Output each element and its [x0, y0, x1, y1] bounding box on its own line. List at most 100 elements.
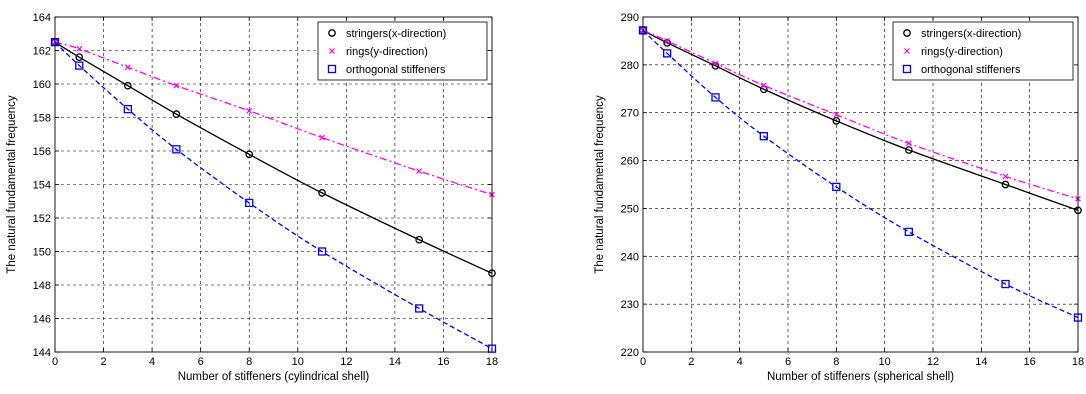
- y-tick-label: 160: [33, 79, 51, 91]
- y-tick-label: 240: [621, 251, 639, 263]
- y-tick-label: 230: [621, 299, 639, 311]
- data-point: [832, 182, 841, 192]
- x-tick-label: 10: [879, 356, 891, 368]
- y-tick-label: 150: [33, 247, 51, 259]
- data-point: [905, 140, 912, 147]
- data-point: [1001, 279, 1010, 289]
- data-point: [319, 134, 325, 141]
- series-line-2: [642, 29, 1079, 200]
- data-point: [415, 235, 424, 244]
- series-line-3: [54, 41, 493, 350]
- legend: stringers(x-direction) rings(y-direction)…: [892, 21, 1074, 81]
- x-tick-label: 0: [52, 356, 58, 368]
- y-tick-label: 162: [33, 46, 51, 58]
- data-point: [245, 150, 254, 159]
- data-point: [415, 304, 424, 313]
- x-tick-label: 2: [100, 356, 106, 368]
- y-tick-label: 144: [33, 347, 51, 359]
- data-point: [833, 111, 840, 118]
- y-tick-label: 280: [621, 60, 639, 72]
- data-point: [75, 61, 84, 70]
- x-axis-label: Number of stiffeners (spherical shell): [767, 371, 954, 383]
- x-tick-label: 12: [927, 356, 939, 368]
- data-point: [173, 82, 180, 89]
- x-tick-label: 8: [246, 356, 252, 368]
- y-axis-label: The natural fundamental frequency: [594, 95, 606, 274]
- x-tick-label: 4: [149, 356, 155, 368]
- legend-marker: [328, 29, 336, 37]
- y-tick-label: 152: [33, 213, 51, 225]
- x-tick-label: 4: [737, 356, 743, 368]
- legend: stringers(x-direction) rings(y-direction)…: [317, 21, 488, 81]
- y-tick-label: 220: [621, 347, 639, 359]
- y-tick-label: 158: [33, 113, 51, 125]
- data-point: [172, 110, 181, 119]
- data-point: [711, 93, 720, 102]
- data-point: [664, 38, 671, 44]
- data-point: [832, 117, 841, 125]
- x-tick-label: 0: [640, 356, 646, 368]
- y-tick-label: 164: [33, 12, 51, 24]
- chart-panel-1: 0 2 4 6 8 10 12 14 16 18 144 146 148 150 152 154 156 158 1…: [6, 12, 498, 383]
- data-point: [123, 81, 132, 90]
- legend-entry: rings(y-direction): [921, 46, 1003, 58]
- legend-marker: [904, 48, 910, 54]
- x-tick-label: 16: [1024, 356, 1036, 368]
- axes-frame: [642, 16, 1079, 353]
- legend-entry: stringers(x-direction): [921, 28, 1021, 40]
- series-line-1: [54, 41, 493, 274]
- legend-marker: [903, 29, 911, 37]
- series-line-3: [642, 29, 1079, 319]
- data-point: [123, 104, 132, 114]
- data-point: [245, 198, 254, 208]
- data-point: [318, 189, 326, 197]
- y-axis-label: The natural fundamental frequency: [6, 95, 18, 274]
- data-point: [712, 60, 719, 67]
- data-point: [76, 45, 83, 52]
- data-point: [1002, 173, 1009, 180]
- axes-frame: [54, 16, 493, 353]
- x-tick-label: 10: [292, 356, 304, 368]
- y-tick-label: 290: [621, 12, 639, 24]
- data-point: [317, 247, 327, 256]
- legend-box: [892, 21, 1074, 81]
- data-point: [172, 145, 181, 154]
- y-tick-label: 154: [33, 180, 51, 192]
- data-point: [246, 107, 253, 114]
- legend-entry: orthogonal stiffeners: [921, 64, 1021, 76]
- x-tick-label: 14: [975, 356, 987, 368]
- legend-marker: [329, 48, 335, 54]
- data-point: [760, 82, 767, 89]
- x-tick-label: 18: [486, 356, 498, 368]
- x-tick-label: 18: [1072, 356, 1084, 368]
- y-tick-label: 250: [621, 203, 639, 215]
- data-point: [904, 146, 913, 154]
- chart-panel-2: 0 2 4 6 8 10 12 14 16 18 220 230 240 250 260 270 280 290 N…: [594, 12, 1084, 383]
- x-tick-label: 6: [198, 356, 204, 368]
- x-tick-label: 12: [340, 356, 352, 368]
- legend-entry: rings(y-direction): [346, 46, 428, 58]
- x-tick-label: 6: [785, 356, 791, 368]
- x-tick-label: 14: [389, 356, 401, 368]
- data-point: [759, 132, 768, 141]
- x-tick-label: 2: [688, 356, 694, 368]
- series-line-2: [54, 41, 493, 196]
- x-tick-label: 16: [437, 356, 449, 368]
- legend-marker: [902, 64, 912, 74]
- y-tick-label: 270: [621, 108, 639, 120]
- data-point: [663, 49, 672, 58]
- y-tick-label: 148: [33, 280, 51, 292]
- legend-entry: orthogonal stiffeners: [346, 64, 446, 76]
- data-point: [124, 64, 131, 71]
- data-point: [416, 168, 423, 175]
- legend-marker: [327, 64, 337, 74]
- legend-box: [317, 21, 488, 81]
- legend-entry: stringers(x-direction): [346, 28, 446, 40]
- data-point: [75, 53, 84, 62]
- y-tick-label: 156: [33, 146, 51, 158]
- y-tick-label: 260: [621, 156, 639, 168]
- x-tick-label: 8: [833, 356, 839, 368]
- series-line-1: [642, 29, 1079, 211]
- data-point: [1001, 180, 1010, 189]
